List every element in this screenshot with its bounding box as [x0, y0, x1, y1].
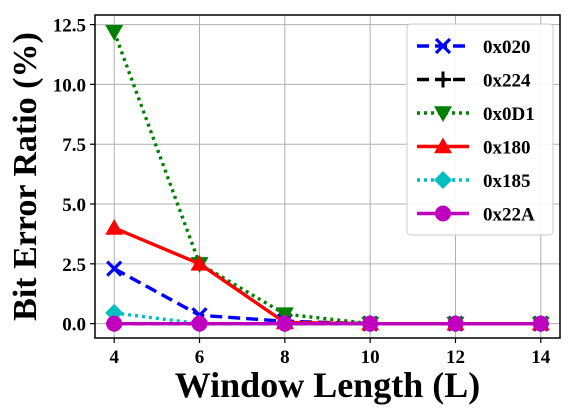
- series-0x185: [105, 303, 550, 333]
- series-line: [113, 267, 541, 326]
- legend-label: 0x0D1: [483, 104, 535, 125]
- series-0x180: [105, 218, 550, 331]
- data-point: [105, 24, 124, 41]
- plot-frame: [94, 14, 561, 339]
- legend-entry: 0x224: [417, 71, 531, 92]
- legend-entry: 0x22A: [417, 205, 535, 226]
- series-0x020: [106, 260, 549, 332]
- legend-marker: [434, 37, 452, 55]
- y-tick-label: 2.5: [62, 255, 86, 276]
- x-tick-label: 4: [109, 347, 119, 368]
- series-line: [113, 226, 541, 326]
- data-point: [105, 218, 124, 235]
- x-tick-label: 10: [361, 347, 380, 368]
- x-axis-title: Window Length (L): [175, 365, 480, 405]
- legend-entry: 0x020: [417, 37, 531, 58]
- data-point: [191, 315, 208, 332]
- y-axis-title: Bit Error Ratio (%): [7, 32, 44, 321]
- legend-entry: 0x185: [417, 171, 531, 192]
- data-point: [447, 315, 464, 332]
- data-point: [106, 315, 123, 332]
- legend-label: 0x22A: [483, 205, 535, 226]
- legend-label: 0x020: [483, 37, 531, 58]
- data-point: [362, 315, 379, 332]
- x-tick-label: 8: [280, 347, 290, 368]
- legend-entry: 0x0D1: [417, 104, 535, 125]
- y-tick-label: 7.5: [62, 135, 86, 156]
- series-0x22A: [106, 315, 549, 332]
- data-point: [106, 260, 123, 277]
- data-point: [190, 254, 209, 271]
- y-tick-label: 0.0: [62, 315, 86, 336]
- x-tick-label: 12: [446, 347, 465, 368]
- y-tick-label: 10.0: [53, 75, 86, 96]
- x-tick-label: 14: [531, 347, 551, 368]
- series-line: [113, 311, 541, 326]
- data-point: [276, 315, 293, 332]
- y-tick-label: 12.5: [53, 16, 86, 37]
- legend-box: [406, 23, 554, 236]
- axis-ticks: 4 6 8 10 12 14 0.0 2.5 5.0 7.5 10.0 12.5: [53, 16, 551, 368]
- legend-label: 0x180: [483, 138, 531, 159]
- legend: 0x020 0x224 0x0D1 0x180 0x185 0x22A: [406, 23, 554, 236]
- series-layer: [105, 24, 550, 333]
- legend-marker: [435, 71, 451, 88]
- x-tick-label: 6: [195, 347, 205, 368]
- legend-marker: [434, 106, 452, 122]
- legend-marker: [434, 171, 452, 189]
- y-tick-label: 5.0: [62, 195, 86, 216]
- legend-entry: 0x180: [417, 137, 531, 159]
- legend-marker: [435, 205, 451, 222]
- legend-label: 0x185: [483, 171, 531, 192]
- legend-marker: [434, 137, 452, 154]
- legend-label: 0x224: [483, 71, 531, 92]
- data-point: [532, 315, 549, 332]
